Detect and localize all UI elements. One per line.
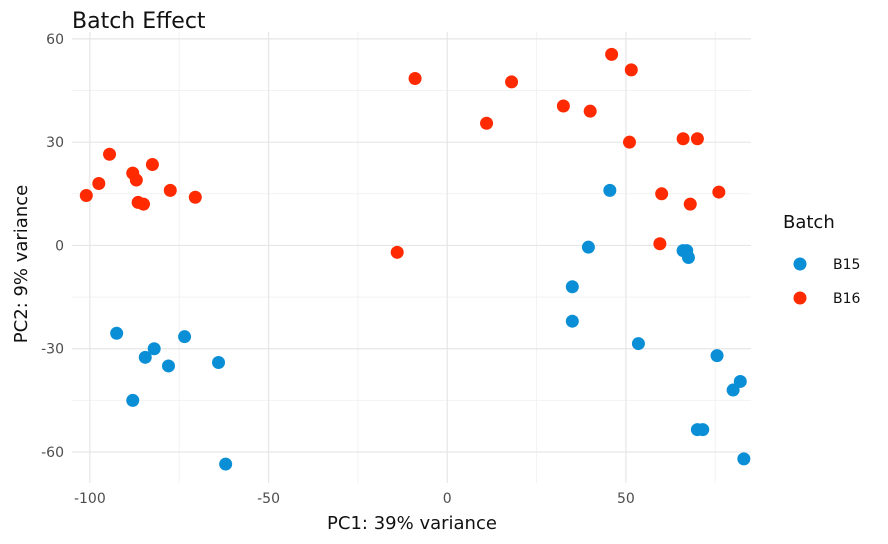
data-point-b16 (145, 158, 159, 172)
data-point-b15 (733, 374, 747, 388)
data-point-b16 (390, 245, 404, 259)
y-tick-label: -30 (41, 342, 64, 358)
data-point-b16 (556, 99, 570, 113)
data-point-b16 (624, 63, 638, 77)
data-point-b16 (605, 47, 619, 61)
data-point-b16 (188, 190, 202, 204)
chart-title: Batch Effect (72, 9, 206, 34)
data-point-b15 (212, 356, 226, 370)
data-point-b16 (690, 132, 704, 146)
legend-label-b16: B16 (833, 291, 861, 307)
data-point-b15 (696, 423, 710, 437)
data-point-b16 (408, 71, 422, 85)
data-point-b16 (480, 116, 494, 130)
data-point-b15 (147, 342, 161, 356)
y-tick-label: -60 (41, 445, 64, 461)
legend-key-b15 (793, 257, 807, 271)
data-point-b15 (219, 457, 233, 471)
data-point-b15 (631, 337, 645, 351)
data-point-b16 (163, 183, 177, 197)
data-point-b16 (103, 147, 117, 161)
x-tick-label: -100 (74, 491, 106, 507)
y-tick-label: 30 (46, 135, 64, 151)
data-point-b16 (129, 173, 143, 187)
data-point-b15 (110, 326, 124, 340)
y-axis-title: PC2: 9% variance (11, 185, 32, 343)
x-axis-tick-labels: -100 -50 0 50 (74, 491, 635, 507)
x-tick-label: -50 (257, 491, 280, 507)
data-point-b16 (676, 132, 690, 146)
y-axis-tick-labels: 60 30 0 -30 -60 (41, 32, 64, 461)
data-point-b16 (653, 237, 667, 251)
legend-label-b15: B15 (833, 257, 860, 273)
data-point-b15 (138, 350, 152, 364)
data-point-b15 (681, 251, 695, 264)
data-point-b15 (581, 240, 595, 254)
y-tick-label: 0 (55, 238, 64, 254)
data-point-b16 (712, 185, 726, 199)
data-point-b15 (726, 383, 740, 397)
x-tick-label: 0 (443, 491, 452, 507)
data-point-b15 (603, 183, 617, 197)
y-tick-label: 60 (46, 32, 64, 48)
major-gridlines (72, 32, 751, 483)
data-point-b15 (126, 393, 140, 407)
data-point-b15 (737, 452, 751, 466)
data-point-b16 (136, 197, 150, 211)
x-tick-label: 50 (617, 491, 635, 507)
data-point-b15 (565, 314, 579, 328)
data-point-b16 (683, 197, 697, 211)
x-axis-title: PC1: 39% variance (327, 513, 497, 534)
data-point-b15 (565, 280, 579, 294)
legend-items: B15 B16 (793, 257, 861, 307)
data-point-b16 (92, 176, 106, 190)
data-point-b16 (655, 187, 669, 201)
minor-gridlines (72, 32, 751, 483)
legend: Batch B15 B16 (783, 212, 861, 307)
data-point-b15 (161, 359, 175, 373)
data-point-b16 (583, 104, 597, 118)
data-point-b16 (79, 189, 93, 203)
legend-title: Batch (783, 212, 835, 233)
legend-key-b16 (793, 291, 807, 305)
data-points (79, 47, 751, 471)
data-point-b15 (710, 349, 724, 363)
data-point-b16 (622, 135, 636, 149)
data-point-b15 (178, 330, 192, 344)
data-point-b16 (505, 75, 519, 89)
